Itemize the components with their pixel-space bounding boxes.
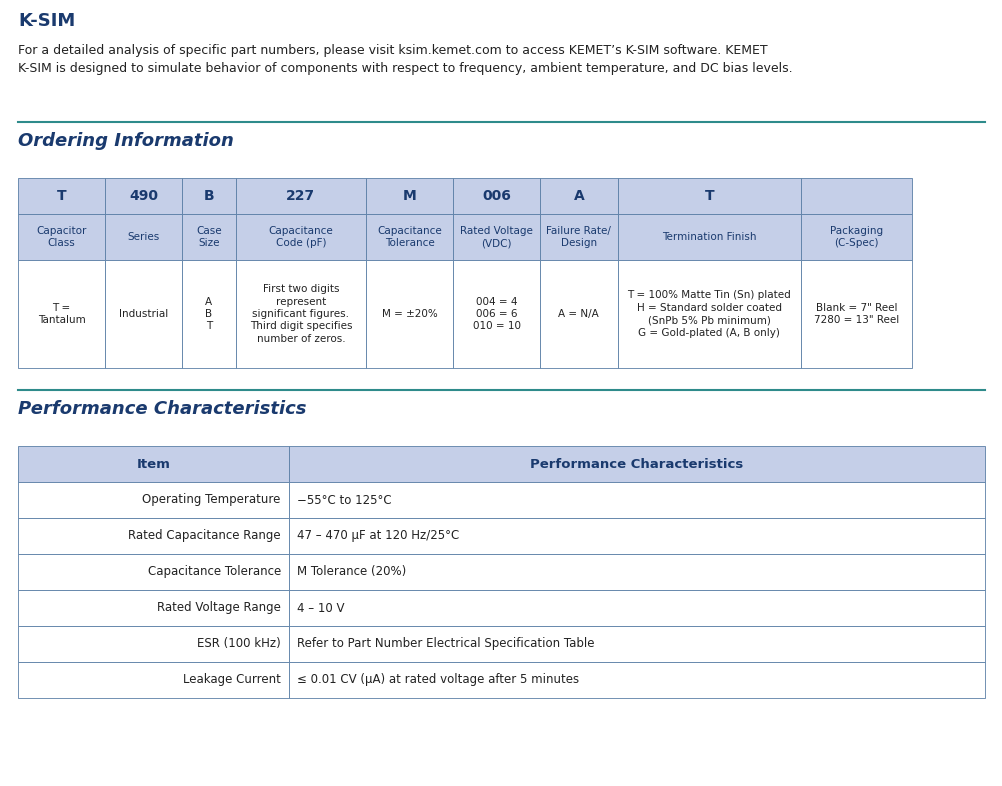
Bar	[18, 178, 105, 214]
Text: A = N/A: A = N/A	[558, 309, 598, 319]
Bar	[235, 178, 366, 214]
Bar	[235, 214, 366, 260]
Bar	[801, 178, 912, 214]
Text: Item: Item	[136, 457, 170, 471]
Bar	[18, 662, 289, 698]
Bar	[182, 178, 235, 214]
Text: ESR (100 kHz): ESR (100 kHz)	[196, 637, 281, 651]
Text: Leakage Current: Leakage Current	[182, 674, 281, 686]
Text: Series: Series	[127, 232, 159, 242]
Bar	[801, 260, 912, 368]
Text: 227: 227	[286, 189, 315, 203]
Bar	[18, 260, 105, 368]
Text: Refer to Part Number Electrical Specification Table: Refer to Part Number Electrical Specific…	[297, 637, 593, 651]
Bar	[366, 178, 453, 214]
Text: For a detailed analysis of specific part numbers, please visit ksim.kemet.com to: For a detailed analysis of specific part…	[18, 44, 792, 75]
Text: Operating Temperature: Operating Temperature	[142, 494, 281, 506]
Bar	[289, 482, 984, 518]
Bar	[540, 260, 617, 368]
Text: Performance Characteristics: Performance Characteristics	[530, 457, 742, 471]
Bar	[366, 214, 453, 260]
Text: 004 = 4
006 = 6
010 = 10: 004 = 4 006 = 6 010 = 10	[472, 296, 520, 332]
Bar	[18, 214, 105, 260]
Bar	[289, 626, 984, 662]
Text: A: A	[573, 189, 583, 203]
Text: A
B
T: A B T	[205, 296, 212, 332]
Bar	[182, 260, 235, 368]
Bar	[289, 554, 984, 590]
Text: T: T	[703, 189, 713, 203]
Text: Industrial: Industrial	[119, 309, 168, 319]
Bar	[18, 554, 289, 590]
Bar	[182, 214, 235, 260]
Text: Capacitance
Code (pF): Capacitance Code (pF)	[269, 226, 333, 248]
Bar	[235, 260, 366, 368]
Text: Capacitance Tolerance: Capacitance Tolerance	[147, 565, 281, 578]
Text: Rated Capacitance Range: Rated Capacitance Range	[128, 530, 281, 542]
Text: T = 100% Matte Tin (Sn) plated
H = Standard solder coated
(SnPb 5% Pb minimum)
G: T = 100% Matte Tin (Sn) plated H = Stand…	[627, 290, 791, 338]
Text: ≤ 0.01 CV (μA) at rated voltage after 5 minutes: ≤ 0.01 CV (μA) at rated voltage after 5 …	[297, 674, 578, 686]
Bar	[801, 214, 912, 260]
Bar	[366, 260, 453, 368]
Text: 4 – 10 V: 4 – 10 V	[297, 601, 344, 615]
Bar	[105, 260, 182, 368]
Text: 47 – 470 μF at 120 Hz/25°C: 47 – 470 μF at 120 Hz/25°C	[297, 530, 459, 542]
Text: 006: 006	[482, 189, 511, 203]
Text: K-SIM: K-SIM	[18, 12, 75, 30]
Text: −55°C to 125°C: −55°C to 125°C	[297, 494, 391, 506]
Bar	[105, 178, 182, 214]
Bar	[18, 626, 289, 662]
Text: T =
Tantalum: T = Tantalum	[38, 303, 85, 325]
Bar	[289, 662, 984, 698]
Text: M Tolerance (20%): M Tolerance (20%)	[297, 565, 406, 578]
Bar	[617, 260, 801, 368]
Text: Termination Finish: Termination Finish	[661, 232, 756, 242]
Bar	[18, 482, 289, 518]
Bar	[289, 590, 984, 626]
Bar	[453, 178, 540, 214]
Bar	[105, 214, 182, 260]
Bar	[18, 446, 289, 482]
Text: Packaging
(C-Spec): Packaging (C-Spec)	[830, 226, 883, 248]
Bar	[289, 446, 984, 482]
Text: T: T	[57, 189, 66, 203]
Bar	[617, 214, 801, 260]
Text: Failure Rate/
Design: Failure Rate/ Design	[546, 226, 610, 248]
Bar	[453, 260, 540, 368]
Text: M = ±20%: M = ±20%	[382, 309, 437, 319]
Bar	[18, 518, 289, 554]
Text: Blank = 7" Reel
7280 = 13" Reel: Blank = 7" Reel 7280 = 13" Reel	[814, 303, 899, 325]
Bar	[453, 214, 540, 260]
Text: First two digits
represent
significant figures.
Third digit specifies
number of : First two digits represent significant f…	[249, 285, 352, 343]
Bar	[617, 178, 801, 214]
Text: Case
Size: Case Size	[196, 226, 221, 248]
Bar	[18, 590, 289, 626]
Text: Ordering Information: Ordering Information	[18, 132, 233, 150]
Bar	[289, 518, 984, 554]
Text: Capacitor
Class: Capacitor Class	[36, 226, 86, 248]
Text: 490: 490	[129, 189, 158, 203]
Text: Rated Voltage
(VDC): Rated Voltage (VDC)	[460, 226, 533, 248]
Bar	[540, 214, 617, 260]
Bar	[540, 178, 617, 214]
Text: Performance Characteristics: Performance Characteristics	[18, 400, 307, 418]
Text: M: M	[403, 189, 416, 203]
Text: Capacitance
Tolerance: Capacitance Tolerance	[377, 226, 442, 248]
Text: Rated Voltage Range: Rated Voltage Range	[156, 601, 281, 615]
Text: B: B	[203, 189, 214, 203]
